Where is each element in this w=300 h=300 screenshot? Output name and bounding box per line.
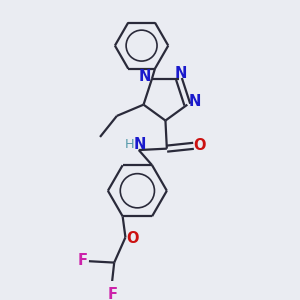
Text: N: N bbox=[139, 69, 151, 84]
Text: O: O bbox=[194, 138, 206, 153]
Text: O: O bbox=[126, 231, 139, 246]
Text: H: H bbox=[125, 139, 135, 152]
Text: N: N bbox=[133, 137, 145, 152]
Text: N: N bbox=[175, 66, 188, 81]
Text: F: F bbox=[78, 253, 88, 268]
Text: F: F bbox=[107, 286, 118, 300]
Text: N: N bbox=[189, 94, 201, 110]
